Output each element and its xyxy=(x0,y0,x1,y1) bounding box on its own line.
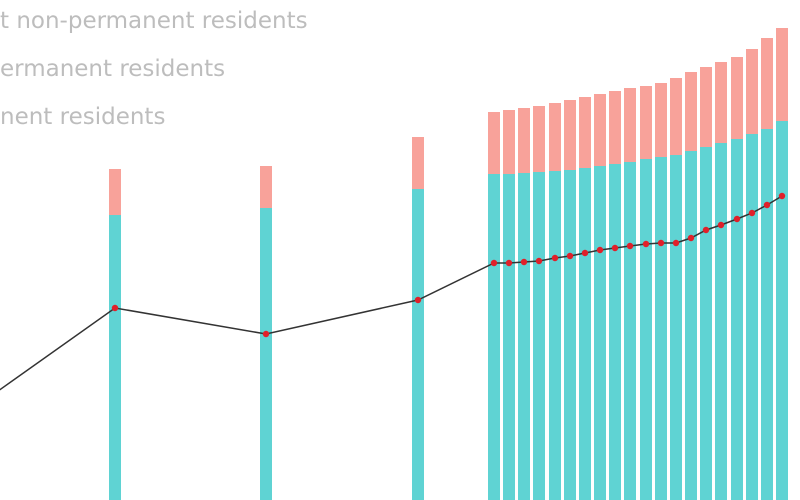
bars xyxy=(109,28,788,500)
bar-segment xyxy=(715,143,727,500)
marker xyxy=(262,330,270,338)
marker xyxy=(687,234,695,242)
bar-segment xyxy=(609,164,621,500)
bar-segment xyxy=(260,166,272,208)
marker xyxy=(626,242,634,250)
marker xyxy=(414,296,422,304)
marker xyxy=(566,252,574,260)
bar-segment xyxy=(488,112,500,174)
line-layer xyxy=(0,192,786,391)
marker xyxy=(657,239,665,247)
marker xyxy=(520,258,528,266)
bar-segment xyxy=(776,28,788,121)
bar-segment xyxy=(761,38,773,129)
bar-segment xyxy=(260,208,272,500)
bar-segment xyxy=(488,174,500,500)
marker xyxy=(581,249,589,257)
bar-segment xyxy=(109,169,121,215)
bar-segment xyxy=(700,67,712,147)
marker xyxy=(535,257,543,265)
marker xyxy=(763,201,771,209)
bar-segment xyxy=(549,171,561,500)
bar-segment xyxy=(594,94,606,166)
bar-segment xyxy=(640,159,652,500)
bar-segment xyxy=(533,172,545,500)
bar-segment xyxy=(700,147,712,500)
bar-segment xyxy=(564,100,576,170)
bar-segment xyxy=(715,62,727,143)
marker xyxy=(505,259,513,267)
bar-segment xyxy=(761,129,773,500)
legend-label: ermanent residents xyxy=(0,56,225,82)
bar-segment xyxy=(624,88,636,162)
marker xyxy=(490,259,498,267)
marker xyxy=(672,239,680,247)
bar-segment xyxy=(746,134,758,500)
bar-segment xyxy=(503,174,515,500)
bar-segment xyxy=(655,157,667,500)
bar-segment xyxy=(579,97,591,168)
bar-segment xyxy=(503,110,515,174)
bar-segment xyxy=(412,189,424,500)
bar-segment xyxy=(609,91,621,164)
legend-label: t non-permanent residents xyxy=(0,8,308,34)
legend: t non-permanent residents ermanent reside… xyxy=(0,8,308,130)
bar-segment xyxy=(533,106,545,172)
bar-segment xyxy=(518,173,530,500)
bar-segment xyxy=(640,86,652,159)
bar-segment xyxy=(731,139,743,500)
marker xyxy=(111,304,119,312)
bar-segment xyxy=(685,72,697,151)
marker xyxy=(642,240,650,248)
bar-segment xyxy=(549,103,561,171)
bar-segment xyxy=(746,49,758,134)
bar-segment xyxy=(655,83,667,157)
bar-segment xyxy=(731,57,743,139)
bar-segment xyxy=(594,166,606,500)
bar-segment xyxy=(579,168,591,500)
bar-segment xyxy=(776,121,788,500)
bar-segment xyxy=(109,215,121,500)
bar-segment xyxy=(564,170,576,500)
marker xyxy=(596,246,604,254)
marker xyxy=(702,226,710,234)
legend-label: nent residents xyxy=(0,104,165,130)
bar-segment xyxy=(412,137,424,189)
marker xyxy=(611,244,619,252)
bar-segment xyxy=(670,155,682,500)
marker xyxy=(551,254,559,262)
bar-segment xyxy=(518,108,530,173)
bar-segment xyxy=(685,151,697,500)
bar-segment xyxy=(624,162,636,500)
marker xyxy=(748,209,756,217)
bar-segment xyxy=(670,78,682,155)
marker xyxy=(778,192,786,200)
marker xyxy=(717,221,725,229)
marker xyxy=(733,215,741,223)
